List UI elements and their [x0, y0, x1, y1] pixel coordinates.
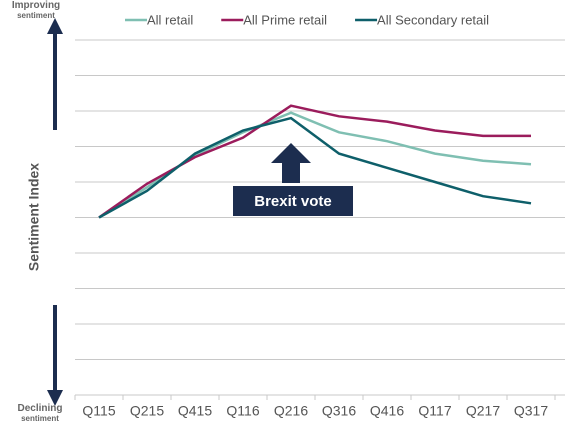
x-tick-label: Q317: [514, 403, 548, 419]
event-label: Brexit vote: [254, 193, 332, 210]
top-annotation: Improving sentiment: [12, 0, 60, 20]
x-tick-label: Q215: [130, 403, 164, 419]
y-axis-label: Sentiment Index: [26, 163, 42, 271]
x-tick-label: Q217: [466, 403, 500, 419]
series-line: [98, 104, 531, 219]
x-tick-label: Q415: [178, 403, 212, 419]
legend-label: All Prime retail: [243, 12, 327, 27]
event-box: [233, 186, 353, 216]
x-tick-label: Q116: [226, 403, 259, 419]
x-tick-label: Q216: [274, 403, 308, 419]
legend-label: All retail: [147, 12, 193, 27]
x-tick-label: Q115: [82, 403, 115, 419]
x-tick-label: Q117: [418, 403, 451, 419]
event-arrow: [271, 143, 311, 183]
label-gap: [45, 130, 65, 305]
legend-label: All Secondary retail: [377, 12, 489, 27]
x-tick-label: Q316: [322, 403, 356, 419]
bottom-annotation: Declining sentiment: [17, 403, 62, 423]
series-line: [98, 116, 532, 219]
x-tick-label: Q416: [370, 403, 404, 419]
